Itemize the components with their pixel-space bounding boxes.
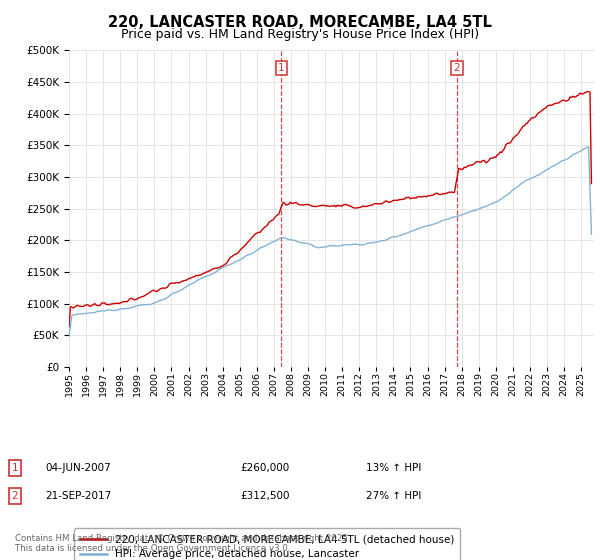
Text: Contains HM Land Registry data © Crown copyright and database right 2025.
This d: Contains HM Land Registry data © Crown c… <box>15 534 350 553</box>
Text: 220, LANCASTER ROAD, MORECAMBE, LA4 5TL: 220, LANCASTER ROAD, MORECAMBE, LA4 5TL <box>108 15 492 30</box>
Text: £260,000: £260,000 <box>240 463 289 473</box>
Text: 2: 2 <box>11 491 19 501</box>
Text: Price paid vs. HM Land Registry's House Price Index (HPI): Price paid vs. HM Land Registry's House … <box>121 28 479 41</box>
Text: £312,500: £312,500 <box>240 491 290 501</box>
Text: 1: 1 <box>11 463 19 473</box>
Text: 27% ↑ HPI: 27% ↑ HPI <box>366 491 421 501</box>
Text: 2: 2 <box>454 63 460 73</box>
Legend: 220, LANCASTER ROAD, MORECAMBE, LA4 5TL (detached house), HPI: Average price, de: 220, LANCASTER ROAD, MORECAMBE, LA4 5TL … <box>74 528 460 560</box>
Text: 21-SEP-2017: 21-SEP-2017 <box>45 491 111 501</box>
Text: 04-JUN-2007: 04-JUN-2007 <box>45 463 111 473</box>
Text: 1: 1 <box>278 63 285 73</box>
Text: 13% ↑ HPI: 13% ↑ HPI <box>366 463 421 473</box>
